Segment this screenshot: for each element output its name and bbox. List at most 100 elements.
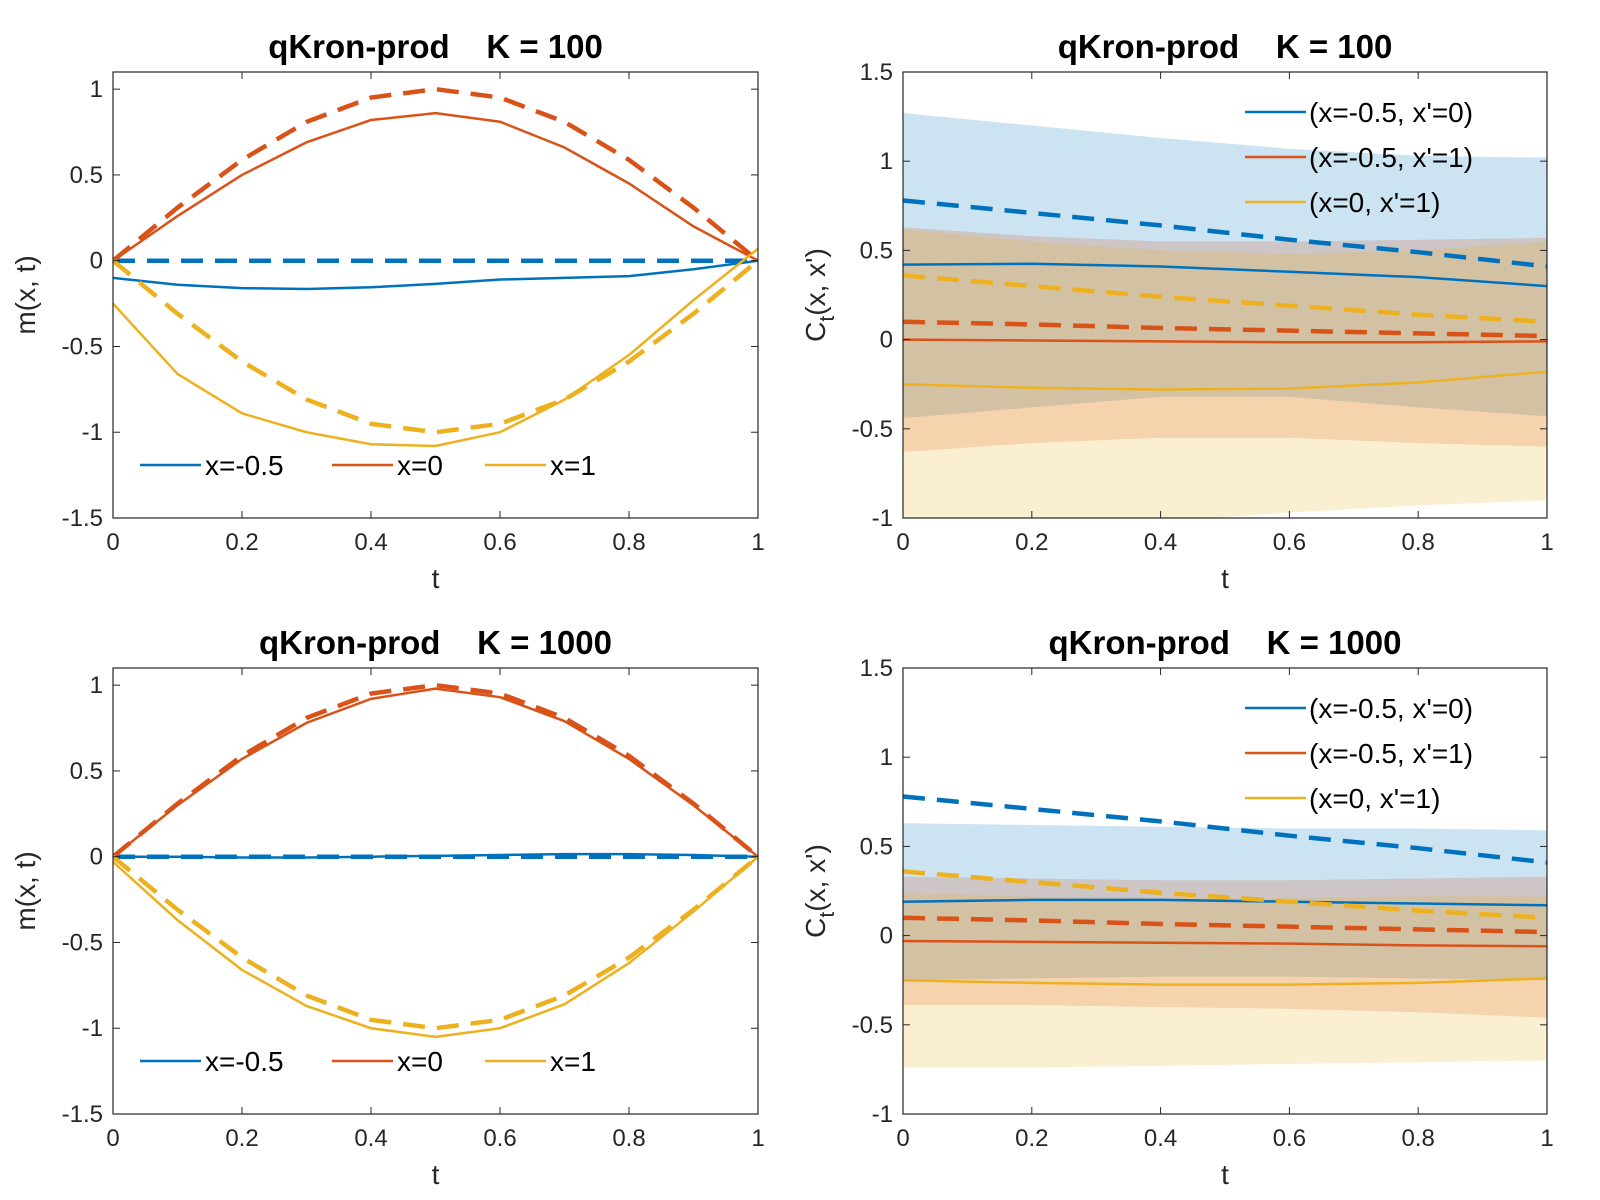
y-tick-label: 1.5 — [860, 655, 893, 682]
y-tick-label: 0 — [880, 923, 893, 950]
legend-label-3: (x=0, x'=1) — [1309, 783, 1440, 814]
chart-title: qKron-prod K = 100 — [268, 28, 603, 65]
y-axis-label: m(x, t) — [10, 255, 41, 334]
x-tick-label: 0.6 — [1273, 1125, 1306, 1152]
chart-4: 0 0.2 0.4 0.6 0.8 1 -1 -0.5 0 0.5 1 1.5 qKron-prod K… — [800, 624, 1554, 1190]
confidence-band-3 — [903, 228, 1547, 518]
x-tick-label: 0.8 — [1402, 529, 1435, 556]
y-label-subscript: t — [816, 316, 839, 322]
legend-label-3: x=1 — [550, 1046, 596, 1077]
legend-label-2: (x=-0.5, x'=1) — [1309, 738, 1473, 769]
truth-line-3 — [903, 869, 1547, 921]
plot-layer — [113, 682, 758, 1039]
x-tick-label: 0.4 — [1144, 529, 1177, 556]
y-label-part: C — [800, 322, 831, 342]
x-tick-label: 0.6 — [483, 529, 516, 556]
truth-line-2 — [903, 915, 1547, 935]
x-tick-label: 0.4 — [354, 529, 387, 556]
y-tick-label: 0 — [90, 844, 103, 871]
x-tick-label: 1 — [751, 1125, 764, 1152]
mean-line-2 — [113, 687, 758, 858]
x-axis-label: t — [1221, 1159, 1229, 1190]
y-tick-label: -0.5 — [852, 1012, 893, 1039]
chart-title: qKron-prod K = 1000 — [259, 624, 612, 661]
truth-line-2 — [113, 682, 758, 859]
y-tick-label: 0 — [880, 327, 893, 354]
x-tick-label: 1 — [751, 529, 764, 556]
legend-label-2: (x=-0.5, x'=1) — [1309, 142, 1473, 173]
legend-label-2: x=0 — [397, 450, 443, 481]
y-tick-label: 0.5 — [860, 833, 893, 860]
legend: (x=-0.5, x'=0) (x=-0.5, x'=1) (x=0, x'=1) — [1245, 97, 1473, 218]
plot-layer — [113, 86, 758, 448]
y-tick-label: -0.5 — [62, 929, 103, 956]
y-axis-label: Ct(x, x') — [800, 844, 839, 938]
legend: x=-0.5 x=0 x=1 — [140, 1046, 596, 1077]
plot-area — [903, 668, 1547, 1114]
legend-label-1: x=-0.5 — [205, 450, 284, 481]
legend-label-3: (x=0, x'=1) — [1309, 187, 1440, 218]
y-tick-label: 0.5 — [70, 758, 103, 785]
y-tick-label: 1 — [90, 672, 103, 699]
y-label-part: C — [800, 918, 831, 938]
x-tick-label: 0.2 — [1015, 1125, 1048, 1152]
x-tick-label: 0 — [896, 529, 909, 556]
mean-line-1 — [113, 259, 758, 291]
y-tick-label: -1.5 — [62, 505, 103, 532]
y-tick-label: 0.5 — [70, 162, 103, 189]
truth-line-2 — [903, 319, 1547, 339]
x-tick-label: 0.6 — [483, 1125, 516, 1152]
x-tick-label: 0 — [106, 529, 119, 556]
axes-box — [902, 667, 1548, 1115]
y-tick-label: -1 — [872, 1101, 893, 1128]
mean-line-3 — [113, 247, 758, 448]
mean-line-2 — [903, 338, 1547, 344]
legend-label-1: x=-0.5 — [205, 1046, 284, 1077]
truth-line-3 — [113, 854, 758, 1031]
legend-label-2: x=0 — [397, 1046, 443, 1077]
legend: (x=-0.5, x'=0) (x=-0.5, x'=1) (x=0, x'=1) — [1245, 693, 1473, 814]
x-tick-label: 0.4 — [1144, 1125, 1177, 1152]
x-tick-label: 0.2 — [1015, 529, 1048, 556]
y-tick-label: -0.5 — [852, 416, 893, 443]
chart-3: 0 0.2 0.4 0.6 0.8 1 -1.5 -1 -0.5 0 0.5 1 qKron-prod … — [10, 624, 765, 1190]
y-tick-label: -1 — [872, 505, 893, 532]
legend-label-1: (x=-0.5, x'=0) — [1309, 693, 1473, 724]
y-label-part: (x, x') — [800, 844, 831, 912]
x-tick-label: 0.6 — [1273, 529, 1306, 556]
x-tick-label: 0.2 — [225, 529, 258, 556]
chart-title: qKron-prod K = 100 — [1058, 28, 1393, 65]
legend-label-3: x=1 — [550, 450, 596, 481]
chart-1: 0 0.2 0.4 0.6 0.8 1 -1.5 -1 -0.5 0 0.5 1 qKron-prod … — [10, 28, 765, 594]
y-tick-label: 0 — [90, 248, 103, 275]
x-axis-label: t — [432, 1159, 440, 1190]
truth-line-3 — [903, 273, 1547, 325]
plot-area — [113, 668, 758, 1114]
legend: x=-0.5 x=0 x=1 — [140, 450, 596, 481]
y-tick-label: 1 — [880, 744, 893, 771]
confidence-band-2 — [903, 227, 1547, 452]
y-tick-label: 1 — [90, 76, 103, 103]
truth-line-1 — [903, 198, 1547, 269]
x-tick-label: 0.8 — [612, 1125, 645, 1152]
axes-box — [112, 71, 759, 519]
legend-label-1: (x=-0.5, x'=0) — [1309, 97, 1473, 128]
truth-line-1 — [903, 794, 1547, 865]
axes-box — [112, 667, 759, 1115]
x-tick-label: 1 — [1540, 529, 1553, 556]
y-axis-label: Ct(x, x') — [800, 248, 839, 342]
y-axis-label: m(x, t) — [10, 851, 41, 930]
mean-line-3 — [903, 370, 1547, 391]
mean-line-1 — [903, 262, 1547, 288]
y-tick-label: -1 — [82, 419, 103, 446]
x-tick-label: 1 — [1540, 1125, 1553, 1152]
plot-area — [903, 72, 1547, 518]
x-tick-label: 0.8 — [612, 529, 645, 556]
y-tick-label: 1 — [880, 148, 893, 175]
truth-line-2 — [113, 86, 758, 263]
x-tick-label: 0 — [896, 1125, 909, 1152]
y-label-part: (x, x') — [800, 248, 831, 316]
x-tick-label: 0 — [106, 1125, 119, 1152]
x-axis-label: t — [432, 563, 440, 594]
